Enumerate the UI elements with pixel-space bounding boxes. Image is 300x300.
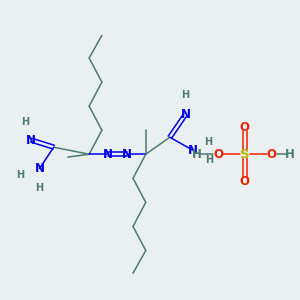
Text: H: H: [21, 117, 29, 127]
Text: N: N: [188, 143, 197, 157]
Text: O: O: [240, 175, 250, 188]
Text: N: N: [180, 108, 190, 121]
Text: O: O: [267, 148, 277, 161]
Text: H: H: [16, 170, 24, 181]
Text: N: N: [26, 134, 36, 147]
Text: O: O: [213, 148, 223, 161]
Text: H: H: [181, 90, 189, 100]
Text: S: S: [240, 148, 250, 161]
Text: H: H: [206, 155, 214, 165]
Text: H: H: [192, 148, 202, 161]
Text: N: N: [103, 148, 112, 161]
Text: O: O: [240, 121, 250, 134]
Text: H: H: [285, 148, 295, 161]
Text: H: H: [35, 183, 44, 193]
Text: N: N: [122, 148, 132, 161]
Text: H: H: [204, 136, 212, 146]
Text: N: N: [34, 162, 45, 175]
